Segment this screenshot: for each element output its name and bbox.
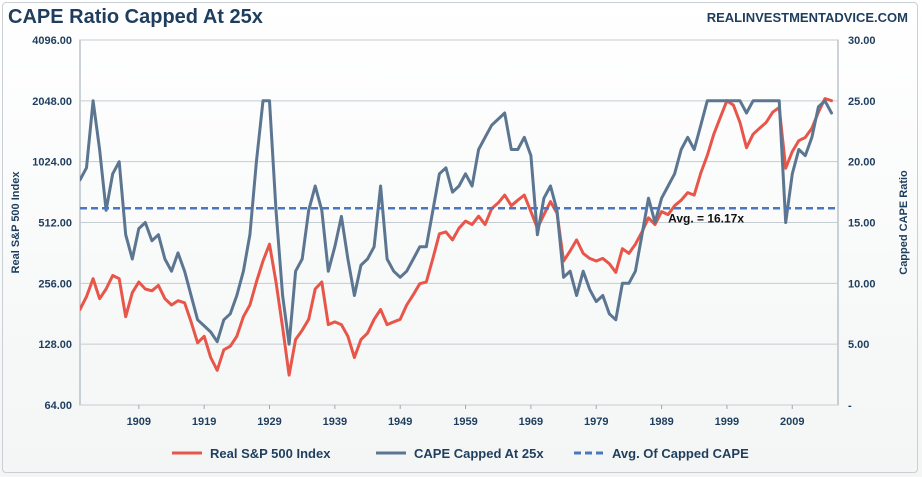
- x-tick-label: 1989: [649, 416, 673, 428]
- right-axis: - 5.00 10.00 15.00 20.00 25.00 30.00 Capped CAP…: [848, 35, 910, 412]
- cape-capped-line: [80, 99, 833, 346]
- gridlines: [79, 39, 839, 406]
- legend: Real S&P 500 Index CAPE Capped At 25x Avg.…: [172, 446, 749, 461]
- right-tick-label: -: [848, 400, 852, 412]
- x-tick-label: 1969: [519, 416, 543, 428]
- source-label: REALINVESTMENTADVICE.COM: [706, 10, 908, 25]
- x-axis: 1909 1919 1929 1939 1949 1959 1969 1979 1989 1999…: [127, 405, 805, 428]
- avg-annotation: Avg. = 16.17x: [668, 211, 744, 225]
- left-axis: 64.00 128.00 256.00 512.00 1024.00 2048.00 409…: [10, 35, 72, 412]
- real-sp500-line: [80, 97, 833, 377]
- legend-label: Avg. Of Capped CAPE: [612, 446, 749, 461]
- left-tick-label: 512.00: [38, 218, 72, 230]
- left-tick-label: 4096.00: [32, 35, 72, 47]
- x-tick-label: 1909: [127, 416, 151, 428]
- left-tick-label: 128.00: [38, 339, 72, 351]
- left-tick-label: 64.00: [44, 400, 72, 412]
- x-tick-label: 1999: [715, 416, 739, 428]
- x-tick-label: 1959: [453, 416, 477, 428]
- series-lines: [80, 97, 838, 377]
- left-axis-title: Real S&P 500 Index: [10, 171, 22, 274]
- x-tick-label: 2009: [780, 416, 804, 428]
- x-tick-label: 1979: [584, 416, 608, 428]
- right-tick-label: 30.00: [848, 35, 876, 47]
- left-tick-label: 256.00: [38, 278, 72, 290]
- x-tick-label: 1919: [192, 416, 216, 428]
- left-tick-label: 1024.00: [32, 157, 72, 169]
- right-axis-title: Capped CAPE Ratio: [898, 170, 910, 275]
- legend-label: Real S&P 500 Index: [210, 446, 331, 461]
- left-tick-label: 2048.00: [32, 96, 72, 108]
- legend-label: CAPE Capped At 25x: [414, 446, 544, 461]
- x-tick-label: 1939: [323, 416, 347, 428]
- right-tick-label: 20.00: [848, 157, 876, 169]
- right-tick-label: 10.00: [848, 278, 876, 290]
- x-tick-label: 1949: [388, 416, 412, 428]
- x-tick-label: 1929: [257, 416, 281, 428]
- annotations: Avg. = 16.17x: [668, 211, 744, 225]
- right-tick-label: 15.00: [848, 218, 876, 230]
- right-tick-label: 25.00: [848, 96, 876, 108]
- chart-title: CAPE Ratio Capped At 25x: [8, 6, 263, 28]
- right-tick-label: 5.00: [848, 339, 869, 351]
